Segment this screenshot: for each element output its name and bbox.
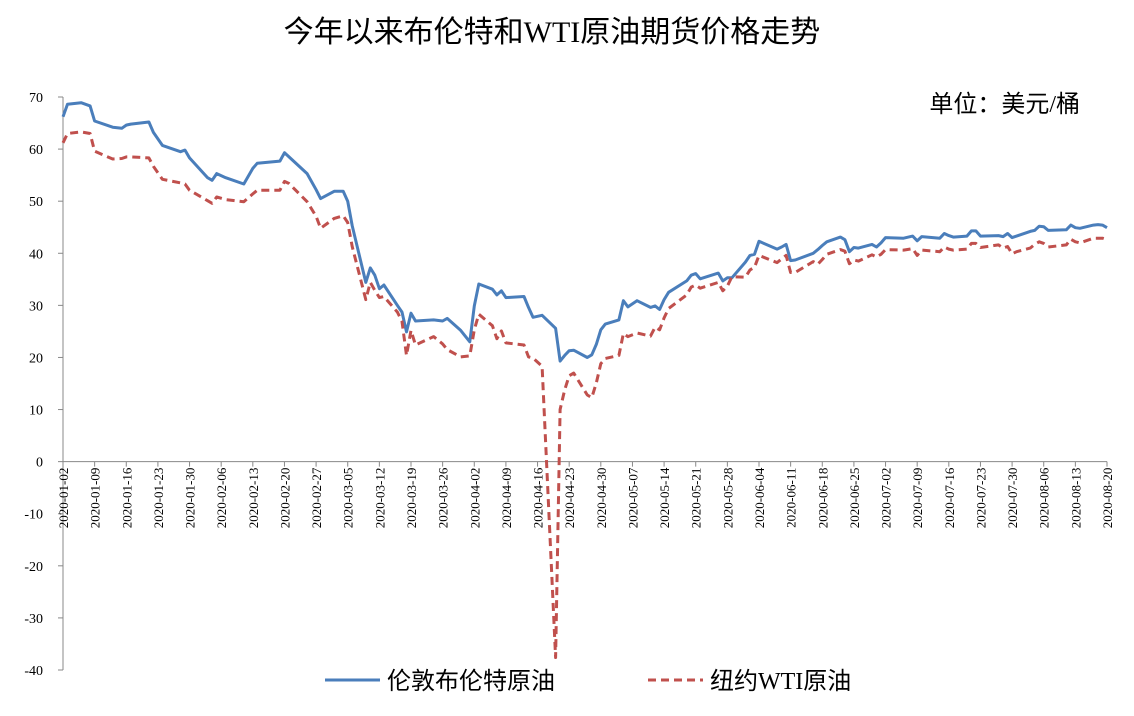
x-tick-label: 2020-01-23 — [151, 468, 166, 529]
x-tick-label: 2020-08-06 — [1037, 467, 1052, 528]
x-tick-label: 2020-07-30 — [1005, 468, 1020, 529]
y-tick-label: 50 — [29, 195, 43, 210]
legend-label: 伦敦布伦特原油 — [387, 668, 555, 695]
unit-annotation: 单位：美元/桶 — [929, 91, 1080, 118]
y-tick-label: 20 — [29, 351, 43, 366]
x-tick-label: 2020-05-21 — [689, 468, 704, 529]
legend-item: 伦敦布伦特原油 — [325, 668, 555, 695]
y-tick-label: 0 — [36, 456, 43, 471]
x-tick-label: 2020-04-23 — [562, 468, 577, 529]
x-tick-label: 2020-07-02 — [879, 468, 894, 529]
x-tick-label: 2020-08-20 — [1100, 468, 1115, 529]
y-tick-label: -20 — [24, 560, 43, 575]
x-tick-label: 2020-07-23 — [973, 468, 988, 529]
x-tick-label: 2020-03-05 — [341, 468, 356, 529]
legend-label: 纽约WTI原油 — [710, 668, 851, 695]
x-tick-label: 2020-02-13 — [246, 468, 261, 529]
y-tick-label: 30 — [29, 299, 43, 314]
x-tick-label: 2020-01-30 — [183, 468, 198, 529]
series-line — [61, 101, 1108, 363]
y-tick-label: 10 — [29, 404, 43, 419]
y-tick-label: -10 — [24, 508, 43, 523]
x-tick-label: 2020-01-09 — [88, 468, 103, 529]
x-tick-label: 2020-04-16 — [531, 467, 546, 528]
x-tick-label: 2020-07-09 — [910, 468, 925, 529]
x-tick-label: 2020-03-12 — [372, 468, 387, 529]
series-line — [61, 130, 1108, 659]
x-tick-label: 2020-05-07 — [625, 467, 640, 528]
x-tick-label: 2020-06-04 — [752, 467, 767, 528]
x-tick-label: 2020-02-27 — [309, 467, 324, 528]
x-tick-label: 2020-01-16 — [119, 467, 134, 528]
x-tick-label: 2020-04-09 — [499, 468, 514, 529]
x-tick-label: 2020-07-16 — [942, 467, 957, 528]
x-tick-label: 2020-06-18 — [815, 468, 830, 529]
x-tick-label: 2020-06-11 — [784, 468, 799, 528]
y-tick-label: -40 — [24, 664, 43, 679]
x-tick-label: 2020-06-25 — [847, 468, 862, 529]
y-tick-label: -30 — [24, 612, 43, 627]
x-tick-label: 2020-01-02 — [56, 468, 71, 529]
legend-item: 纽约WTI原油 — [648, 668, 851, 695]
x-tick-label: 2020-08-13 — [1068, 468, 1083, 529]
y-tick-label: 70 — [29, 91, 43, 106]
x-tick-label: 2020-05-14 — [657, 467, 672, 528]
x-tick-label: 2020-02-06 — [214, 467, 229, 528]
chart-title: 今年以来布伦特和WTI原油期货价格走势 — [284, 16, 821, 49]
x-tick-label: 2020-03-19 — [404, 468, 419, 529]
y-tick-label: 40 — [29, 247, 43, 262]
x-tick-label: 2020-04-30 — [594, 468, 609, 529]
x-tick-label: 2020-04-02 — [467, 468, 482, 529]
x-tick-label: 2020-05-28 — [720, 468, 735, 529]
y-tick-label: 60 — [29, 143, 43, 158]
x-tick-label: 2020-03-26 — [436, 467, 451, 528]
x-tick-label: 2020-02-20 — [277, 468, 292, 529]
